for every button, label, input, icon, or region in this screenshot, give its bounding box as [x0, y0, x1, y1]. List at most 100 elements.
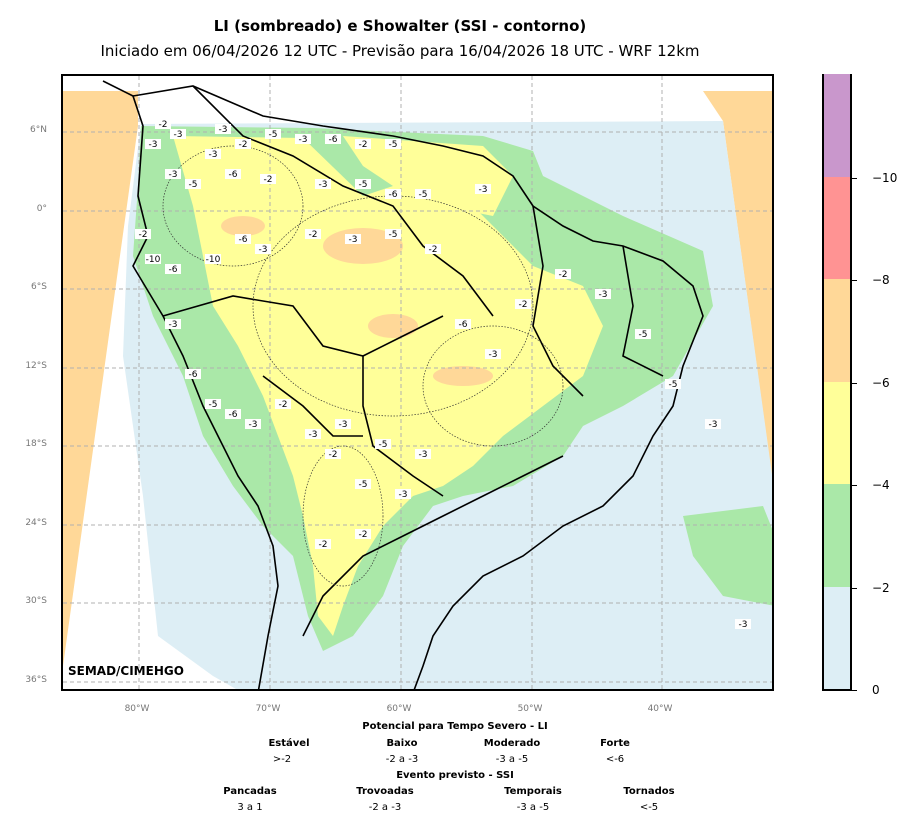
contour-label-bg: [305, 429, 321, 439]
ssi-cat-name: Trovoadas: [356, 786, 414, 797]
contour-label: -3: [399, 490, 408, 500]
ssi-cat-name: Pancadas: [223, 786, 277, 797]
contour-label-bg: [385, 229, 401, 239]
colorbar-tick: [850, 280, 857, 281]
colorbar-tick: [850, 383, 857, 384]
contour-label: -10: [206, 255, 221, 265]
contour-label-bg: [265, 129, 281, 139]
colorbar-band-0: [824, 587, 850, 689]
contour-label: -3: [219, 125, 228, 135]
contour-label: -2: [279, 400, 288, 410]
contour-label: -3: [259, 245, 268, 255]
contour-label: -5: [269, 130, 278, 140]
contour-label: -2: [519, 300, 528, 310]
contour-label-bg: [315, 539, 331, 549]
lat-label-30s: 30°S: [25, 596, 47, 606]
chart-title: LI (sombreado) e Showalter (SSI - contor…: [213, 17, 587, 35]
contour-label-bg: [235, 234, 251, 244]
contour-label: -3: [349, 235, 358, 245]
contour-label: -3: [479, 185, 488, 195]
contour-label-bg: [165, 319, 181, 329]
contour-label-bg: [415, 189, 431, 199]
contour-label: -6: [229, 410, 238, 420]
li-cat-name: Moderado: [483, 738, 541, 749]
contour-label-bg: [295, 134, 311, 144]
contour-label: -5: [639, 330, 648, 340]
colorbar-band-3: [824, 279, 850, 382]
contour-label-bg: [215, 124, 231, 134]
li-strong-patch-4: [433, 366, 493, 386]
li-strong-patch-1: [323, 228, 403, 264]
contour-label-bg: [225, 409, 241, 419]
contour-label: -5: [419, 190, 428, 200]
contour-label-bg: [325, 449, 341, 459]
contour-label: -3: [319, 180, 328, 190]
contour-label: -5: [669, 380, 678, 390]
colorbar-label-10: −10: [872, 171, 898, 185]
colorbar-label-6: −6: [872, 376, 890, 390]
watermark: SEMAD/CIMEHGO: [68, 664, 184, 678]
contour-label: -3: [299, 135, 308, 145]
contour-label-bg: [665, 379, 681, 389]
li-cat-name: Forte: [600, 738, 630, 749]
ssi-contour-labels: -2 -3 -3 -3 -2 -5 -3 -6 -2 -5 -3 -3 -5 -6 -2 -3 -5 -6 -5 -3…: [135, 119, 751, 630]
contour-label-bg: [135, 229, 151, 239]
contour-label-bg: [595, 289, 611, 299]
contour-label: -10: [146, 255, 161, 265]
contour-label: -3: [739, 620, 748, 630]
contour-label-bg: [635, 329, 651, 339]
li-strong-patch-3: [221, 216, 265, 236]
contour-label: -6: [239, 235, 248, 245]
contour-label: -3: [169, 170, 178, 180]
contour-label: -2: [139, 230, 148, 240]
lon-label-60w: 60°W: [386, 704, 412, 714]
contour-label-bg: [395, 489, 411, 499]
contour-label: -3: [169, 320, 178, 330]
li-moderate-area-2: [343, 136, 513, 216]
li-legend-title: Potencial para Tempo Severo - LI: [362, 721, 548, 732]
colorbar: [822, 74, 852, 691]
colorbar-tick: [850, 178, 857, 179]
contour-label: -2: [329, 450, 338, 460]
lat-label-36s: 36°S: [25, 675, 47, 685]
colorbar-band-2: [824, 382, 850, 484]
contour-label-bg: [735, 619, 751, 629]
contour-label-bg: [315, 179, 331, 189]
lat-label-24s: 24°S: [25, 518, 47, 528]
contour-label-bg: [165, 264, 181, 274]
map-panel: -2 -3 -3 -3 -2 -5 -3 -6 -2 -5 -3 -3 -5 -6 -2 -3 -5 -6 -5 -3…: [61, 74, 774, 691]
colorbar-label-4: −4: [872, 478, 890, 492]
colorbar-label-8: −8: [872, 273, 890, 287]
ssi-cat-range: -3 a -5: [516, 802, 550, 813]
contour-label: -6: [389, 190, 398, 200]
contour-label: -3: [599, 290, 608, 300]
lat-label-6n: 6°N: [30, 125, 47, 135]
contour-label-bg: [355, 479, 371, 489]
contour-label-bg: [415, 449, 431, 459]
colorbar-label-0: 0: [872, 683, 880, 697]
colorbar-label-2: −2: [872, 581, 890, 595]
contour-label-bg: [260, 174, 276, 184]
contour-label-bg: [145, 139, 161, 149]
contour-label-bg: [225, 169, 241, 179]
contour-label: -3: [339, 420, 348, 430]
map-canvas: -2 -3 -3 -3 -2 -5 -3 -6 -2 -5 -3 -3 -5 -6 -2 -3 -5 -6 -5 -3…: [63, 76, 772, 689]
ssi-cat-range: -2 a -3: [368, 802, 402, 813]
contour-label: -5: [209, 400, 218, 410]
contour-label: -2: [239, 140, 248, 150]
contour-label-bg: [375, 439, 391, 449]
contour-label-bg: [455, 319, 471, 329]
contour-label-bg: [255, 244, 271, 254]
colorbar-band-5: [824, 74, 850, 177]
contour-label: -5: [379, 440, 388, 450]
lat-label-12s: 12°S: [25, 361, 47, 371]
li-cat-range: -2 a -3: [385, 754, 419, 765]
chart-subtitle: Iniciado em 06/04/2026 12 UTC - Previsão…: [100, 42, 700, 60]
lon-label-50w: 50°W: [517, 704, 543, 714]
colorbar-tick: [850, 690, 857, 691]
contour-label: -3: [419, 450, 428, 460]
contour-label-bg: [355, 529, 371, 539]
li-low-area-east: [683, 506, 772, 606]
contour-label: -2: [559, 270, 568, 280]
contour-label: -3: [149, 140, 158, 150]
